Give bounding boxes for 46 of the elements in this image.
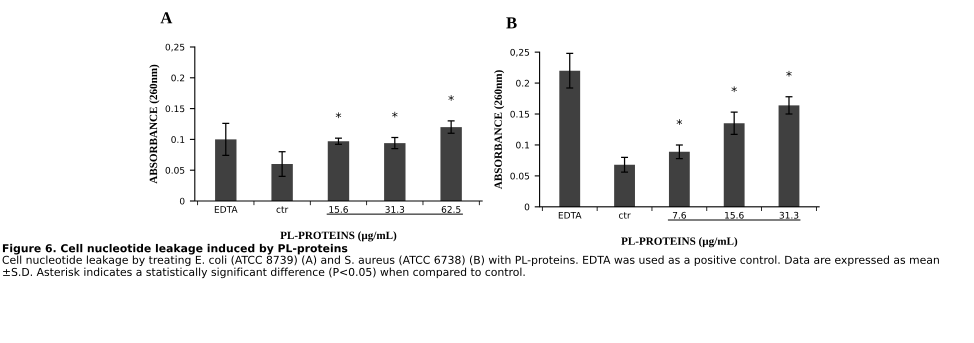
bar — [668, 152, 690, 207]
x-tick-label: 31.3 — [385, 206, 404, 213]
text: Cell nucleotide leakage by treating E. coli (ATCC 8739) (A) and S. aureus (ATCC 6738) (B) with PL-proteins. EDTA was used as a positive control. Data are expressed as mean ±S.D. Asterisk indicates a statistically significant difference (P<0.05) when compared to control. — [2, 256, 939, 278]
bar — [614, 164, 635, 207]
y-tick-label: 0.2 — [171, 74, 184, 82]
bar — [440, 127, 462, 201]
bar — [559, 70, 580, 207]
annotation: * — [786, 70, 792, 77]
chart-title: B — [506, 17, 517, 28]
y-tick-label: 0.15 — [166, 105, 184, 112]
annotation: * — [392, 112, 398, 118]
x-tick-label: 62.5 — [442, 206, 460, 213]
y-tick-label: 0.05 — [166, 166, 184, 174]
y-tick-label: 0.1 — [516, 142, 530, 149]
y-tick-label: 0 — [180, 198, 184, 205]
annotation: * — [731, 86, 737, 92]
y-axis-title: ABSORBANCE (260nm) — [494, 70, 504, 190]
bar — [384, 143, 406, 201]
annotation: * — [448, 95, 454, 101]
y-tick-label: 0.05 — [510, 172, 530, 180]
y-tick-label: 0.1 — [171, 136, 184, 143]
x-tick-label: 7.6 — [672, 212, 686, 219]
chart-title: A — [160, 12, 172, 24]
bar — [724, 123, 745, 207]
x-tick-label: ctr — [618, 212, 631, 219]
y-tick-label: 0,25 — [510, 48, 530, 57]
annotation: * — [336, 112, 342, 118]
x-tick-label: 15.6 — [725, 212, 744, 219]
y-tick-label: 0,25 — [166, 44, 184, 52]
bar — [328, 141, 350, 201]
x-axis-title: PL-PROTEINS (µg/mL) — [280, 231, 396, 242]
bar — [778, 105, 800, 207]
y-axis-title: ABSORBANCE (260nm) — [149, 64, 160, 184]
y-tick-label: 0 — [524, 204, 530, 210]
x-tick-label: 31.3 — [780, 212, 798, 219]
text: Figure 6. Cell nucleotide leakage induced by PL-proteins — [2, 244, 348, 255]
x-tick-label: ctr — [276, 206, 288, 213]
x-axis-title: PL-PROTEINS (µg/mL) — [621, 237, 738, 248]
annotation: * — [676, 119, 682, 125]
y-tick-label: 0.15 — [510, 110, 530, 118]
x-tick-label: 15.6 — [329, 206, 348, 213]
bar — [271, 164, 293, 201]
y-tick-label: 0.2 — [516, 80, 529, 87]
x-tick-label: EDTA — [558, 212, 582, 219]
x-tick-label: EDTA — [214, 206, 238, 213]
bar — [215, 139, 236, 201]
